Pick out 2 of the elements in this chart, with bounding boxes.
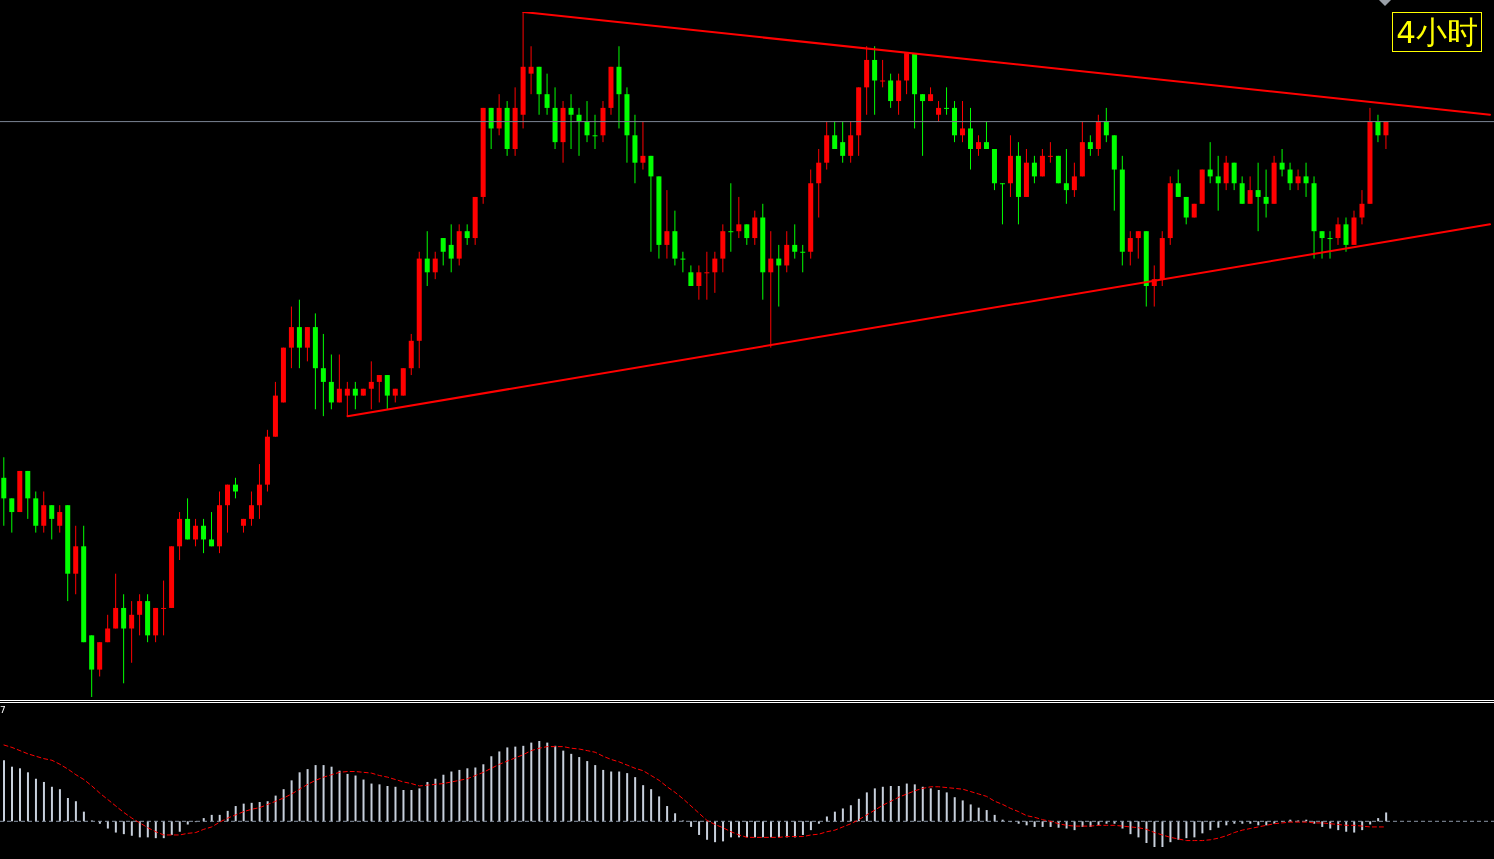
text: 7 xyxy=(0,705,6,715)
annotation: 4小时 xyxy=(1392,12,1482,52)
